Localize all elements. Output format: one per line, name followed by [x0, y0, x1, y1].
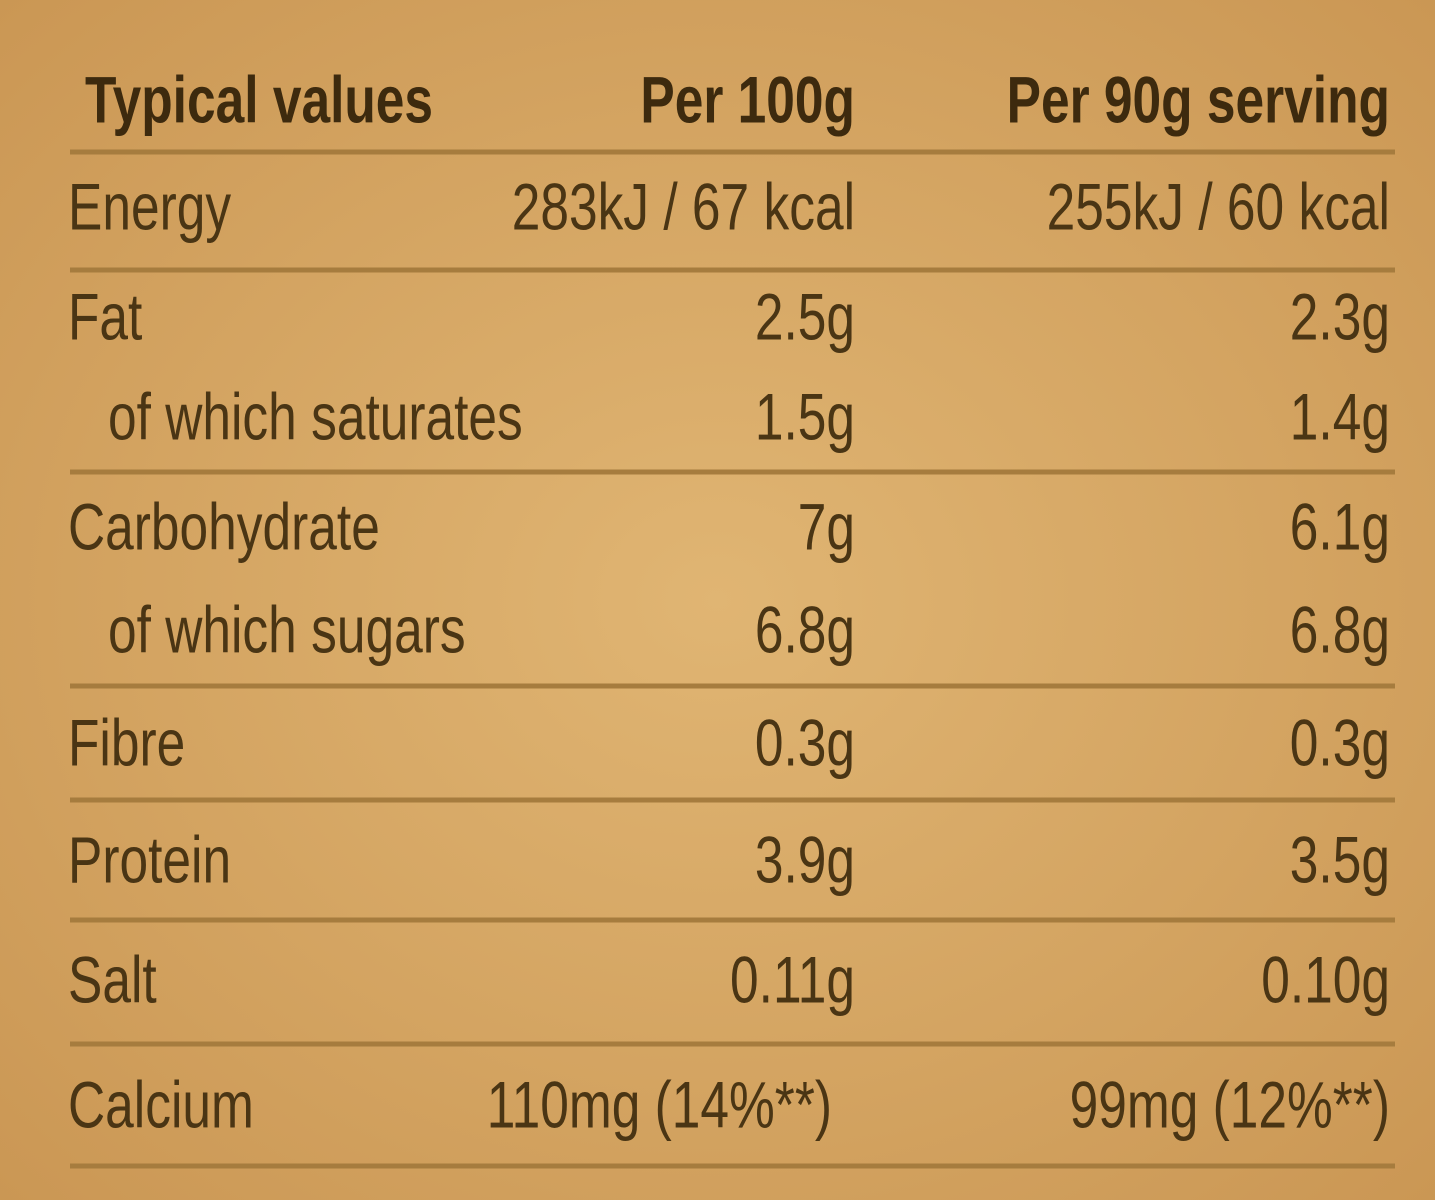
per-100g-value: 1.5g: [755, 379, 855, 454]
per-100g-value: 3.9g: [755, 822, 855, 897]
table-text: Typical values Per 100g Per 90g serving Ene…: [68, 62, 1390, 1142]
nutrient-label: Salt: [68, 942, 157, 1017]
nutrient-label: of which saturates: [108, 379, 523, 454]
per-100g-value: 7g: [798, 489, 855, 564]
per-serving-value: 6.1g: [1290, 489, 1390, 564]
per-100g-value: 6.8g: [755, 592, 855, 667]
nutrient-label: Fat: [68, 279, 142, 354]
nutrient-label: Calcium: [68, 1067, 254, 1142]
column-header: Per 90g serving: [1007, 62, 1390, 137]
per-serving-value: 0.3g: [1290, 705, 1390, 780]
per-100g-value: 110mg (14%**): [487, 1067, 832, 1142]
nutrient-label: Protein: [68, 822, 231, 897]
per-serving-value: 99mg (12%**): [1070, 1067, 1390, 1142]
per-100g-value: 0.3g: [755, 705, 855, 780]
per-serving-value: 255kJ / 60 kcal: [1047, 169, 1390, 244]
per-serving-value: 6.8g: [1290, 592, 1390, 667]
nutrient-label: Carbohydrate: [68, 489, 380, 564]
column-header: Per 100g: [640, 62, 855, 137]
nutrient-label: of which sugars: [108, 592, 466, 667]
per-serving-value: 1.4g: [1290, 379, 1390, 454]
per-100g-value: 2.5g: [755, 279, 855, 354]
per-100g-value: 283kJ / 67 kcal: [512, 169, 855, 244]
nutrient-label: Energy: [68, 169, 231, 244]
rules: [70, 149, 1395, 1169]
column-header: Typical values: [85, 62, 433, 137]
per-serving-value: 0.10g: [1261, 942, 1390, 1017]
per-serving-value: 2.3g: [1290, 279, 1390, 354]
nutrient-label: Fibre: [68, 705, 185, 780]
per-serving-value: 3.5g: [1290, 822, 1390, 897]
per-100g-value: 0.11g: [730, 942, 855, 1017]
